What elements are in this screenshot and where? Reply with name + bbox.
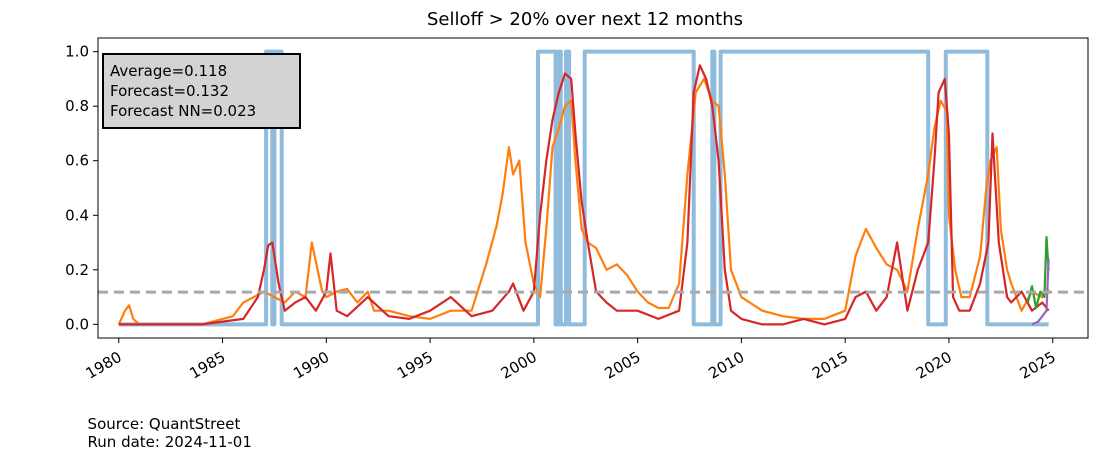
- x-tick-label: 2015: [809, 348, 851, 383]
- x-tick-label: 2025: [1017, 348, 1059, 383]
- x-tick-label: 1990: [290, 348, 332, 383]
- y-tick-label: 0.8: [65, 97, 89, 115]
- y-tick-label: 0.4: [65, 206, 89, 224]
- x-tick-label: 2020: [913, 348, 955, 383]
- stats-annotation-box: Average=0.118 Forecast=0.132 Forecast NN…: [102, 53, 301, 129]
- footer-source: Source: QuantStreet: [87, 415, 241, 433]
- x-tick-label: 2000: [498, 348, 540, 383]
- y-axis: 0.0 0.2 0.4 0.6 0.8 1.0: [65, 43, 98, 333]
- x-tick-label: 2010: [705, 348, 747, 383]
- y-tick-label: 0.0: [65, 315, 89, 333]
- annotation-forecast-nn: Forecast NN=0.023: [110, 102, 256, 120]
- x-tick-label: 1985: [186, 348, 228, 383]
- plot-frame: [97, 37, 1089, 339]
- y-tick-label: 0.6: [65, 152, 89, 170]
- annotation-forecast: Forecast=0.132: [110, 82, 229, 100]
- x-tick-label: 1980: [83, 348, 125, 383]
- y-tick-label: 0.2: [65, 261, 89, 279]
- chart: Selloff > 20% over next 12 months 1980 19…: [65, 9, 1089, 383]
- series-recent-a-line: [1026, 236, 1050, 310]
- chart-title: Selloff > 20% over next 12 months: [427, 9, 743, 30]
- annotation-average: Average=0.118: [110, 62, 227, 80]
- x-axis: 1980 1985 1990 1995 2000 2005 2010 2015 2020 2025: [83, 338, 1059, 383]
- x-tick-label: 2005: [602, 348, 644, 383]
- series-forecast-nn-line: [118, 64, 1050, 326]
- x-tick-label: 1995: [394, 348, 436, 383]
- y-tick-label: 1.0: [65, 43, 89, 61]
- footer: Source: QuantStreet Run date: 2024-11-01: [78, 397, 266, 451]
- footer-run-date: Run date: 2024-11-01: [87, 433, 252, 451]
- annotation-background: [102, 53, 301, 129]
